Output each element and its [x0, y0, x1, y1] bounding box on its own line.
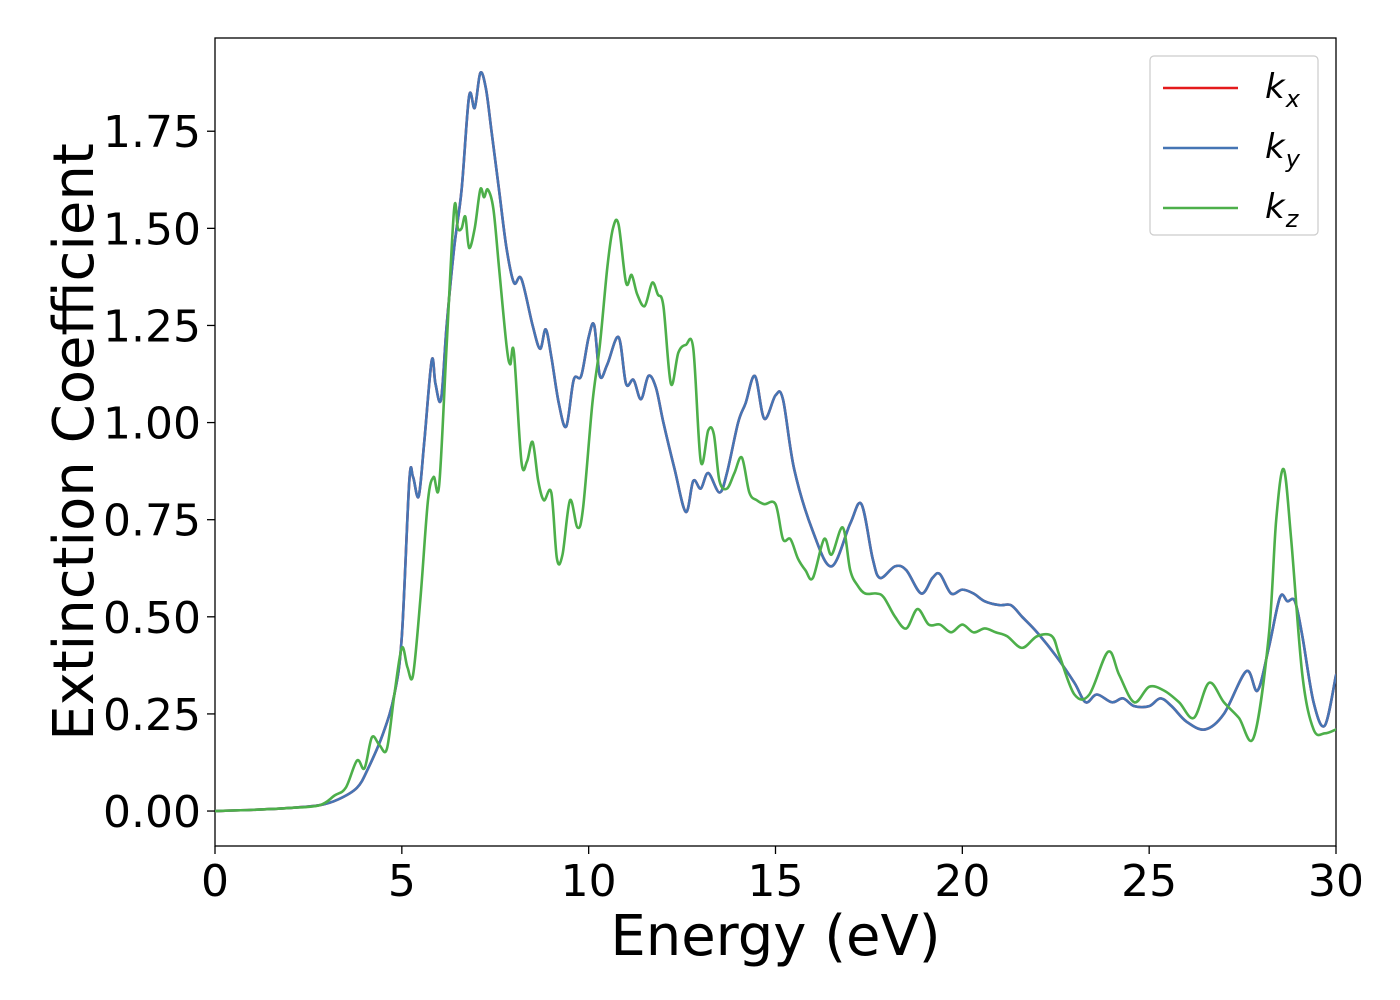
x-tick-label: 10: [561, 856, 617, 907]
series-line-y: [215, 70, 1336, 813]
legend-box: [1149, 55, 1319, 236]
x-tick-label: 15: [748, 856, 804, 907]
y-tick-label: 0.00: [103, 787, 201, 838]
x-axis-label: Energy (eV): [610, 904, 940, 969]
legend-label-y: ky: [1265, 127, 1301, 173]
x-tick-label: 25: [1121, 856, 1177, 907]
plot-area: [214, 37, 1337, 847]
legend-label-z: kz: [1265, 187, 1300, 233]
y-axis-label: Extinction Coefficient: [42, 143, 107, 741]
y-tick-label: 1.25: [103, 301, 201, 352]
y-tick-label: 0.50: [103, 593, 201, 644]
x-tick-label: 30: [1308, 856, 1364, 907]
x-tick-label: 0: [201, 856, 229, 907]
y-tick-label: 0.25: [103, 690, 201, 741]
plot-frame: [214, 37, 1337, 847]
legend: kx ky kz: [1149, 55, 1319, 236]
y-tick-label: 1.75: [103, 107, 201, 158]
series-line-z: [215, 187, 1336, 813]
legend-label-x: kx: [1265, 67, 1301, 113]
y-tick-label: 0.75: [103, 496, 201, 547]
y-tick-label: 1.50: [103, 204, 201, 255]
y-axis: 0.00 0.25 0.50 0.75 1.00 1.25 1.50 1.75: [103, 107, 215, 838]
x-tick-label: 5: [388, 856, 416, 907]
x-axis: 0 5 10 15 20 25 30: [201, 846, 1364, 907]
x-tick-label: 20: [934, 856, 990, 907]
series-lines: [215, 70, 1336, 813]
y-tick-label: 1.00: [103, 399, 201, 450]
